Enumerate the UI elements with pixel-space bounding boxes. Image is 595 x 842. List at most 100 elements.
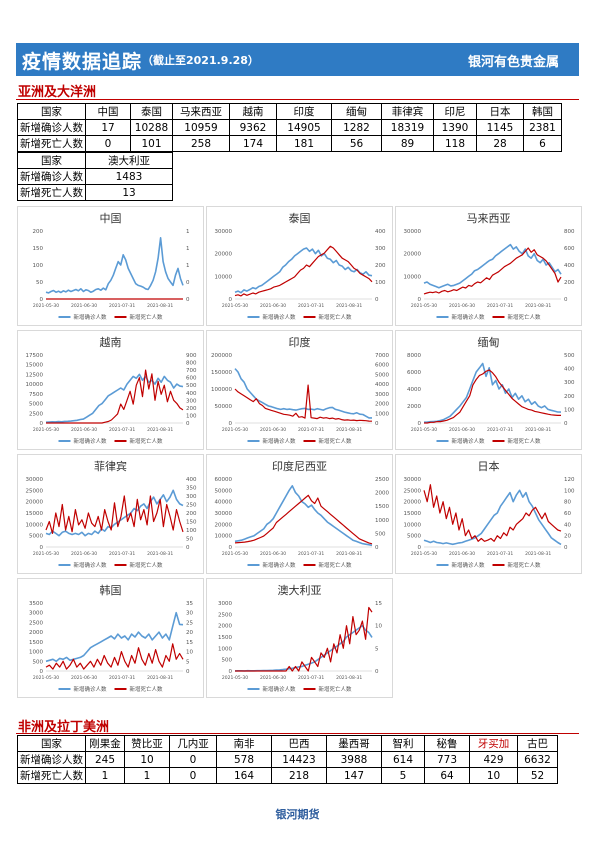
y-right-tick-label: 5 <box>186 659 190 665</box>
x-tick-label: 2021-06-30 <box>260 427 286 433</box>
series-line-confirmed <box>45 373 184 423</box>
series-line-deaths <box>234 384 373 422</box>
x-tick-label: 2021-08-31 <box>525 551 551 557</box>
deaths-cell: 64 <box>424 767 470 784</box>
country-cell: 韩国 <box>523 103 562 120</box>
x-tick-label: 2021-06-30 <box>260 675 286 681</box>
y-right-tick-label: 0 <box>564 421 568 427</box>
deaths-cell: 147 <box>326 767 382 784</box>
x-tick-label: 2021-06-30 <box>260 551 286 557</box>
y-right-tick-label: 100 <box>564 488 575 494</box>
x-tick-label: 2021-06-30 <box>71 427 97 433</box>
y-right-tick-label: 600 <box>564 246 575 252</box>
y-left-tick-label: 30000 <box>26 477 44 483</box>
series-line-deaths <box>234 245 373 297</box>
x-tick-label: 2021-08-31 <box>147 303 173 309</box>
row-label: 新增确诊人数 <box>17 119 86 136</box>
y-left-tick-label: 50000 <box>215 404 233 410</box>
chart-马来西亚: 马来西亚 0 10000 20000 30000 0 200 400 600 800 2021-05… <box>395 206 582 326</box>
cases-cell: 1483 <box>85 168 173 185</box>
cases-cell: 773 <box>424 751 470 768</box>
cases-cell: 1145 <box>476 119 524 136</box>
asia-stats-table: 国家 中国 泰国 马来西亚 越南 印度 缅甸 菲律宾 印尼 日本 韩国 新增确诊人数 17 10288 10… <box>17 103 562 152</box>
y-left-tick-label: 30000 <box>215 511 233 517</box>
chart-title: 澳大利亚 <box>278 583 322 597</box>
chart-title: 马来西亚 <box>467 212 511 225</box>
y-right-tick-label: 2500 <box>375 477 389 483</box>
x-tick-label: 2021-07-31 <box>109 303 135 309</box>
cases-cell: 614 <box>381 751 425 768</box>
deaths-cell: 89 <box>381 135 434 152</box>
y-right-tick-label: 50 <box>186 537 193 543</box>
y-left-tick-label: 5000 <box>29 402 43 408</box>
cases-cell: 14905 <box>276 119 332 136</box>
legend-label-confirmed: 新增确诊人数 <box>452 313 486 321</box>
y-left-tick-label: 6000 <box>407 370 421 376</box>
series-line-confirmed <box>45 489 184 537</box>
report-title: 疫情数据追踪 <box>22 51 143 73</box>
y-left-tick-label: 200000 <box>211 353 232 359</box>
y-right-tick-label: 15 <box>375 601 382 607</box>
series-line-confirmed <box>234 484 373 547</box>
y-left-tick-label: 1000 <box>29 650 43 656</box>
country-cell: 印尼 <box>433 103 477 120</box>
y-right-tick-label: 0 <box>375 545 379 551</box>
country-cell: 刚果金 <box>85 735 125 752</box>
y-left-tick-label: 0 <box>229 669 233 675</box>
y-left-tick-label: 10000 <box>215 274 233 280</box>
y-left-tick-label: 4000 <box>407 387 421 393</box>
y-right-tick-label: 30 <box>186 611 193 617</box>
chart-中国: 中国 0 50 100 150 200 0 0 1 1 1 2021-05-30 2021-06-30 2… <box>17 206 204 326</box>
deaths-cell: 56 <box>331 135 382 152</box>
y-right-tick-label: 15 <box>186 640 193 646</box>
y-right-tick-label: 400 <box>375 229 386 235</box>
x-tick-label: 2021-07-31 <box>109 551 135 557</box>
cases-cell: 14423 <box>271 751 327 768</box>
series-line-confirmed <box>234 368 372 419</box>
country-cell: 赞比亚 <box>124 735 170 752</box>
chart-svg: 日本 0 5000 10000 15000 20000 25000 30000 0 20 40 60 8… <box>404 459 575 569</box>
row-label: 新增死亡人数 <box>17 184 86 201</box>
table-row: 国家 刚果金 赞比亚 几内亚 南非 巴西 墨西哥 智利 秘鲁 牙买加 古巴 <box>17 735 558 752</box>
country-cell: 缅甸 <box>331 103 382 120</box>
y-right-tick-label: 300 <box>186 398 197 404</box>
y-right-tick-label: 80 <box>564 500 571 506</box>
deaths-cell: 13 <box>85 184 173 201</box>
legend-label-deaths: 新增死亡人数 <box>508 561 542 569</box>
y-left-tick-label: 0 <box>40 545 44 551</box>
y-right-tick-label: 1000 <box>375 518 389 524</box>
table-row: 新增死亡人数 1 1 0 164 218 147 5 64 10 52 <box>17 767 558 784</box>
y-right-tick-label: 200 <box>564 394 575 400</box>
y-right-tick-label: 0 <box>186 545 190 551</box>
legend-label-confirmed: 新增确诊人数 <box>452 561 486 569</box>
x-tick-label: 2021-05-30 <box>411 303 437 309</box>
cases-cell: 3988 <box>326 751 382 768</box>
legend-label-deaths: 新增死亡人数 <box>130 561 164 569</box>
cases-cell: 2381 <box>523 119 562 136</box>
y-right-tick-label: 2000 <box>375 491 389 497</box>
country-cell: 智利 <box>381 735 425 752</box>
row-label: 新增确诊人数 <box>17 168 86 185</box>
y-left-tick-label: 20000 <box>215 522 233 528</box>
section-divider <box>16 99 579 100</box>
y-left-tick-label: 2000 <box>29 630 43 636</box>
x-tick-label: 2021-06-30 <box>449 303 475 309</box>
y-right-tick-label: 100 <box>375 280 386 286</box>
y-right-tick-label: 0 <box>564 297 568 303</box>
deaths-cell: 101 <box>130 135 173 152</box>
deaths-cell: 258 <box>172 135 230 152</box>
x-tick-label: 2021-06-30 <box>71 551 97 557</box>
chart-title: 印度尼西亚 <box>272 459 327 473</box>
cases-cell: 0 <box>169 751 217 768</box>
cases-cell: 10 <box>124 751 170 768</box>
y-right-tick-label: 0 <box>186 280 190 286</box>
x-tick-label: 2021-07-31 <box>298 427 324 433</box>
x-tick-label: 2021-06-30 <box>260 303 286 309</box>
legend-label-confirmed: 新增确诊人数 <box>74 561 108 569</box>
chart-印度: 印度 0 50000 100000 150000 200000 0 1000 2000 3000 4… <box>206 330 393 450</box>
y-left-tick-label: 10000 <box>404 274 422 280</box>
y-left-tick-label: 20000 <box>26 500 44 506</box>
y-left-tick-label: 30000 <box>404 229 422 235</box>
y-right-tick-label: 20 <box>186 630 193 636</box>
x-tick-label: 2021-08-31 <box>336 675 362 681</box>
